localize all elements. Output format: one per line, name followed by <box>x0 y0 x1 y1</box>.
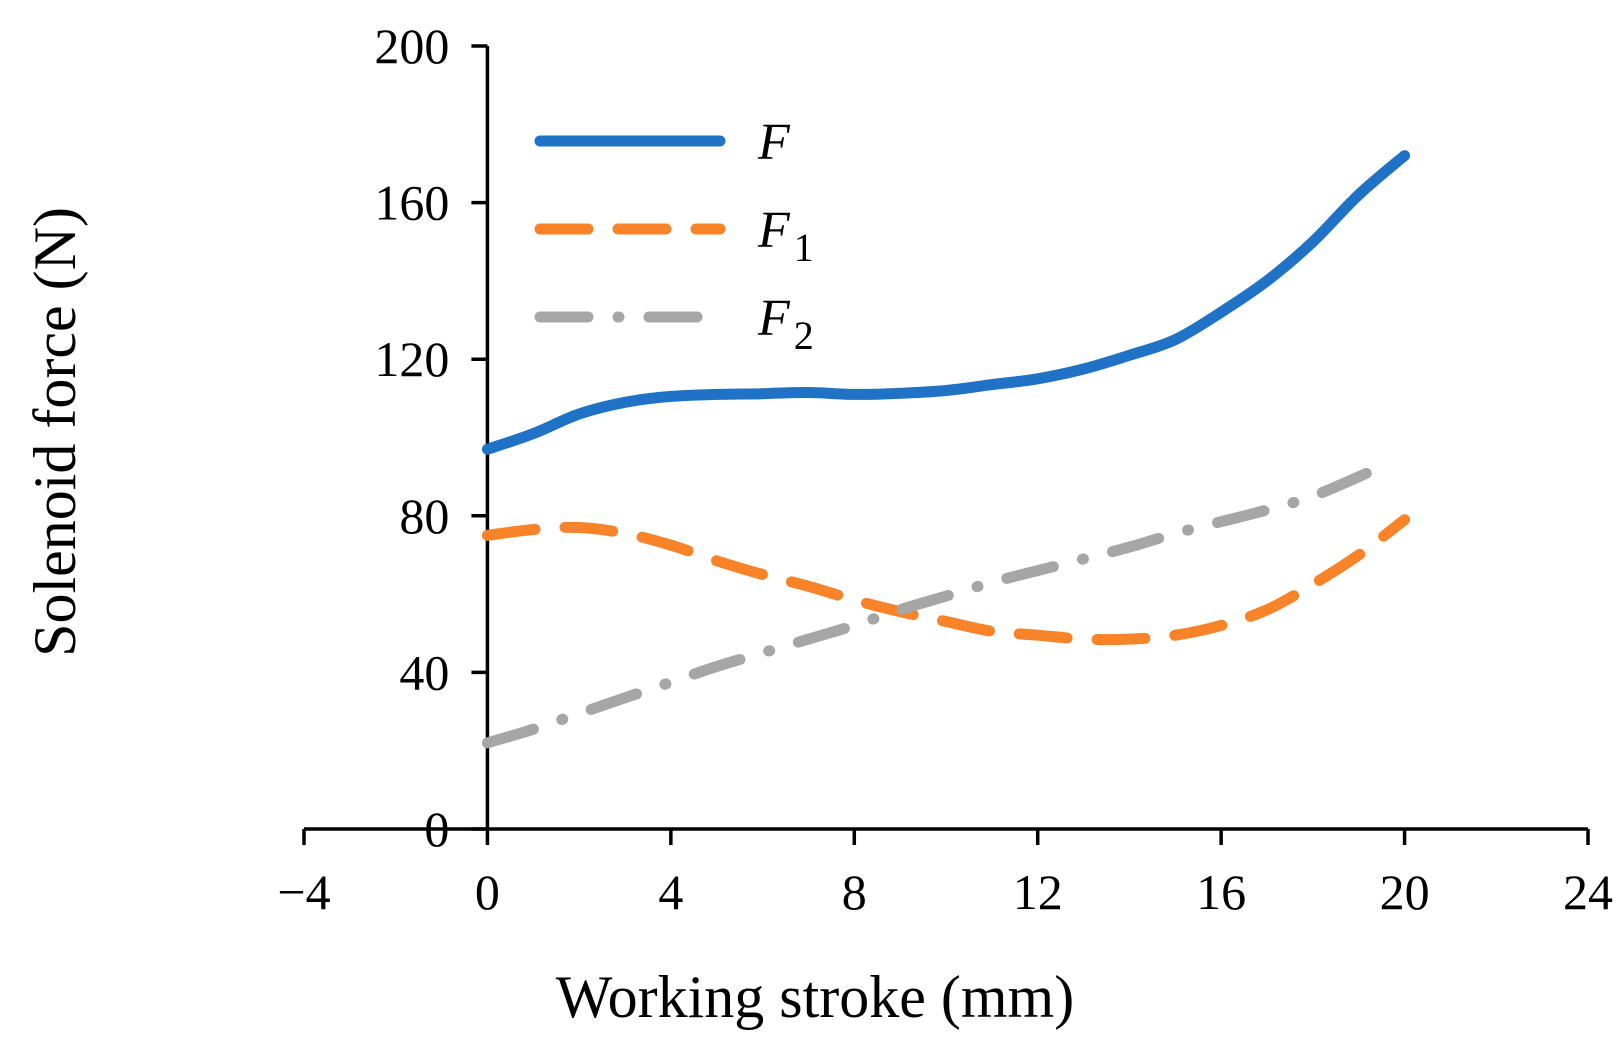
y-tick-label: 200 <box>374 18 449 74</box>
y-axis-title: Solenoid force (N) <box>22 207 88 657</box>
legend-label-f: F <box>757 114 791 171</box>
x-tick-label: 20 <box>1380 864 1430 920</box>
series-line-f <box>481 150 1411 455</box>
y-tick-label: 0 <box>424 801 449 857</box>
x-tick-label: −4 <box>277 864 330 920</box>
series-line-f1 <box>481 514 1411 646</box>
y-tick-label: 120 <box>374 331 449 387</box>
y-tick-label: 40 <box>399 644 449 700</box>
x-tick-label: 12 <box>1013 864 1063 920</box>
x-tick-label: 16 <box>1196 864 1246 920</box>
x-tick-label: 8 <box>842 864 867 920</box>
y-tick-label: 80 <box>399 488 449 544</box>
y-tick-label: 160 <box>374 175 449 231</box>
x-axis-title: Working stroke (mm) <box>556 964 1074 1030</box>
x-tick-label: 24 <box>1563 864 1613 920</box>
x-tick-label: 0 <box>475 864 500 920</box>
x-tick-label: 4 <box>658 864 683 920</box>
series-line-f2 <box>481 467 1374 749</box>
